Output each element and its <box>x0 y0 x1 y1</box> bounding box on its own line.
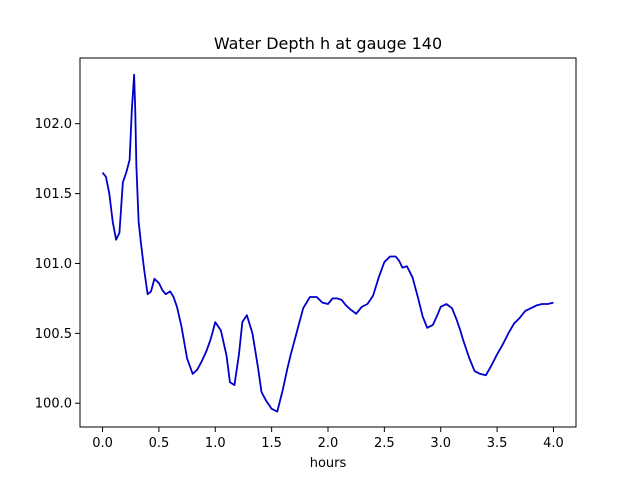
x-tick-label: 1.0 <box>205 436 226 451</box>
y-tick-label: 101.0 <box>35 257 72 272</box>
x-tick-label: 3.5 <box>487 436 508 451</box>
axes-frame <box>79 57 577 428</box>
x-tick-label: 2.5 <box>374 436 395 451</box>
x-tick-label: 1.5 <box>261 436 282 451</box>
x-tick-label: 3.0 <box>430 436 451 451</box>
x-tick-label: 2.0 <box>318 436 339 451</box>
y-tick-label: 100.5 <box>35 327 72 342</box>
y-tick-label: 102.0 <box>35 117 72 132</box>
x-axis-label: hours <box>310 456 347 471</box>
series-line <box>101 73 554 413</box>
x-tick-label: 0.0 <box>92 436 113 451</box>
y-axis: 100.0 100.5 101.0 101.5 102.0 <box>35 117 80 412</box>
chart-title: Water Depth h at gauge 140 <box>214 34 442 53</box>
x-axis: 0.0 0.5 1.0 1.5 2.0 2.5 3.0 3.5 4.0 <box>92 427 564 451</box>
y-tick-label: 101.5 <box>35 187 72 202</box>
x-tick-label: 4.0 <box>543 436 564 451</box>
plot-area <box>101 73 554 413</box>
x-tick-label: 0.5 <box>149 436 170 451</box>
y-tick-label: 100.0 <box>35 397 72 412</box>
